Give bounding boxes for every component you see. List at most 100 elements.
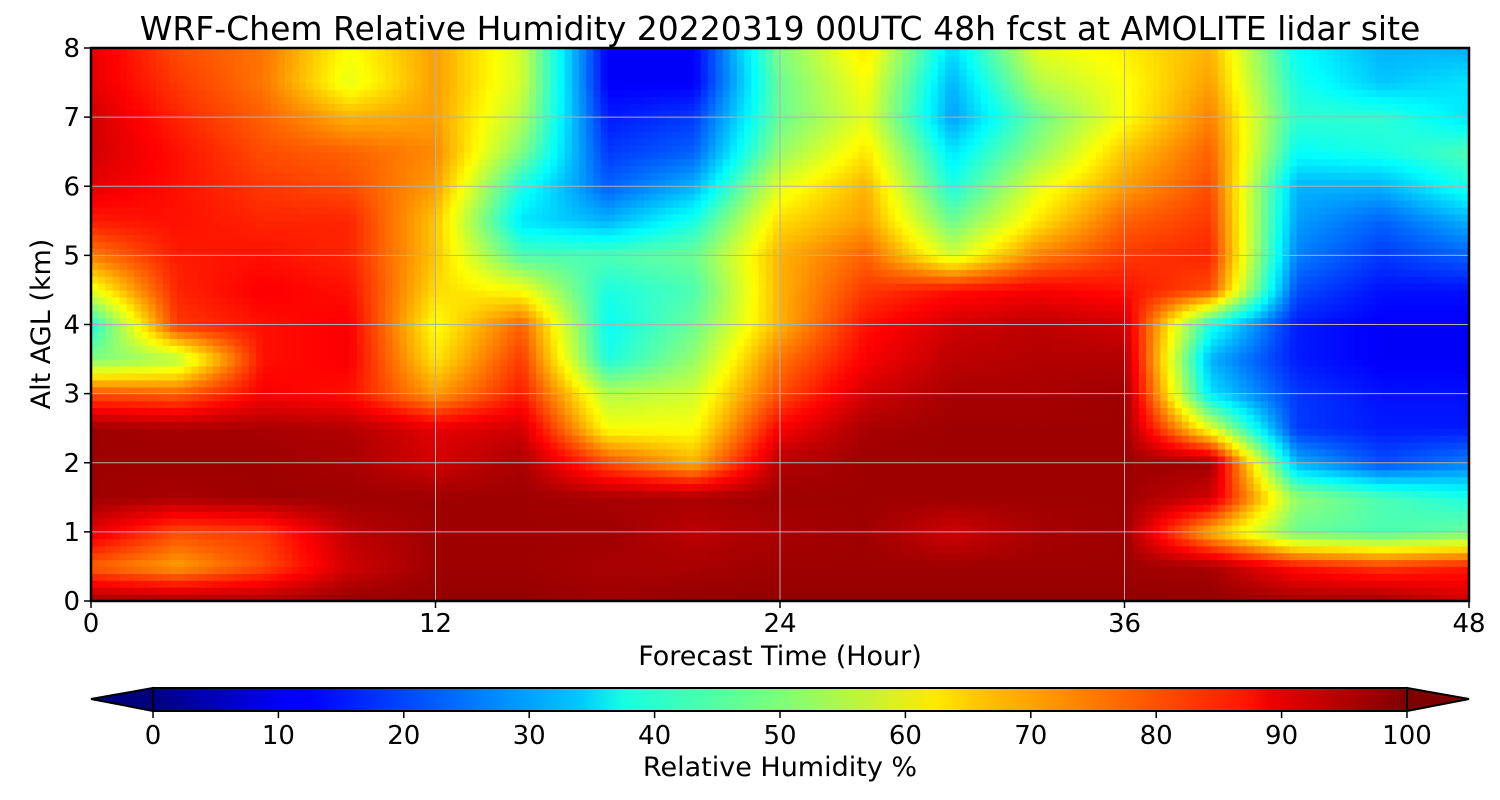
- heatmap-cell: [1253, 587, 1262, 595]
- heatmap-cell: [1346, 504, 1355, 512]
- heatmap-cell: [650, 518, 659, 526]
- heatmap-cell: [607, 566, 616, 574]
- heatmap-cell: [550, 490, 559, 498]
- heatmap-cell: [916, 490, 925, 498]
- heatmap-cell: [1411, 587, 1420, 595]
- heatmap-cell: [880, 469, 889, 478]
- heatmap-cell: [1124, 580, 1133, 588]
- heatmap-cell: [1131, 531, 1140, 540]
- heatmap-cell: [320, 442, 329, 450]
- heatmap-cell: [105, 580, 114, 588]
- heatmap-cell: [708, 518, 717, 526]
- heatmap-cell: [263, 559, 272, 568]
- heatmap-cell: [1203, 531, 1212, 540]
- heatmap-cell: [571, 455, 580, 464]
- heatmap-cell: [959, 545, 968, 554]
- heatmap-cell: [349, 587, 358, 595]
- heatmap-cell: [177, 448, 185, 457]
- heatmap-cell: [464, 469, 472, 478]
- heatmap-cell: [579, 580, 587, 588]
- heatmap-cell: [241, 476, 250, 485]
- heatmap-cell: [327, 497, 336, 505]
- heatmap-cell: [356, 455, 365, 464]
- heatmap-cell: [1397, 462, 1406, 471]
- heatmap-cell: [399, 518, 408, 526]
- heatmap-cell: [1390, 421, 1398, 429]
- heatmap-cell: [851, 428, 860, 436]
- heatmap-cell: [356, 531, 365, 540]
- heatmap-cell: [98, 511, 106, 519]
- heatmap-cell: [543, 545, 551, 554]
- heatmap-cell: [1404, 448, 1413, 457]
- heatmap-cell: [270, 559, 279, 568]
- heatmap-cell: [342, 518, 350, 526]
- heatmap-cell: [715, 566, 724, 574]
- heatmap-cell: [866, 545, 874, 554]
- heatmap-cell: [413, 524, 422, 533]
- heatmap-cell: [1138, 428, 1147, 436]
- heatmap-cell: [945, 435, 953, 443]
- heatmap-cell: [1375, 559, 1384, 568]
- heatmap-cell: [327, 428, 336, 436]
- heatmap-cell: [844, 580, 853, 588]
- heatmap-cell: [291, 483, 300, 491]
- heatmap-cell: [1167, 476, 1176, 485]
- heatmap-cell: [1081, 524, 1090, 533]
- heatmap-cell: [600, 573, 609, 581]
- heatmap-cell: [902, 455, 910, 464]
- heatmap-cell: [579, 442, 587, 450]
- heatmap-cell: [256, 462, 264, 471]
- heatmap-cell: [500, 435, 508, 443]
- heatmap-cell: [1325, 504, 1334, 512]
- heatmap-cell: [370, 497, 379, 505]
- heatmap-cell: [880, 587, 889, 595]
- heatmap-cell: [220, 435, 228, 443]
- heatmap-cell: [579, 552, 587, 561]
- heatmap-cell: [952, 462, 961, 471]
- heatmap-cell: [909, 428, 917, 436]
- heatmap-cell: [485, 538, 494, 547]
- heatmap-cell: [1196, 580, 1205, 588]
- heatmap-cell: [320, 573, 329, 581]
- heatmap-cell: [765, 421, 774, 429]
- heatmap-cell: [1296, 552, 1305, 561]
- heatmap-cell: [959, 442, 968, 450]
- heatmap-cell: [995, 580, 1004, 588]
- heatmap-cell: [593, 421, 602, 429]
- heatmap-cell: [995, 511, 1004, 519]
- heatmap-cell: [535, 531, 544, 540]
- heatmap-cell: [959, 531, 968, 540]
- heatmap-cell: [607, 559, 616, 568]
- heatmap-cell: [270, 504, 279, 512]
- heatmap-cell: [902, 518, 910, 526]
- heatmap-cell: [844, 545, 853, 554]
- heatmap-cell: [1390, 490, 1398, 498]
- heatmap-cell: [1275, 435, 1283, 443]
- heatmap-cell: [514, 566, 523, 574]
- heatmap-cell: [148, 448, 157, 457]
- heatmap-cell: [1282, 490, 1291, 498]
- heatmap-cell: [1447, 476, 1456, 485]
- heatmap-cell: [851, 462, 860, 471]
- heatmap-cell: [622, 594, 630, 601]
- heatmap-cell: [1210, 566, 1219, 574]
- heatmap-cell: [1354, 587, 1362, 595]
- heatmap-cell: [1217, 462, 1226, 471]
- heatmap-cell: [284, 435, 293, 443]
- heatmap-cell: [1002, 421, 1011, 429]
- heatmap-cell: [1167, 559, 1176, 568]
- heatmap-cell: [1031, 462, 1039, 471]
- heatmap-cell: [385, 435, 394, 443]
- heatmap-cell: [902, 573, 910, 581]
- heatmap-cell: [349, 448, 358, 457]
- heatmap-cell: [1404, 428, 1413, 436]
- heatmap-cell: [284, 504, 293, 512]
- heatmap-cell: [155, 511, 164, 519]
- heatmap-cell: [227, 455, 236, 464]
- heatmap-cell: [1203, 559, 1212, 568]
- heatmap-cell: [851, 483, 860, 491]
- heatmap-cell: [349, 524, 358, 533]
- heatmap-cell: [349, 511, 358, 519]
- heatmap-cell: [471, 587, 480, 595]
- heatmap-cell: [657, 538, 666, 547]
